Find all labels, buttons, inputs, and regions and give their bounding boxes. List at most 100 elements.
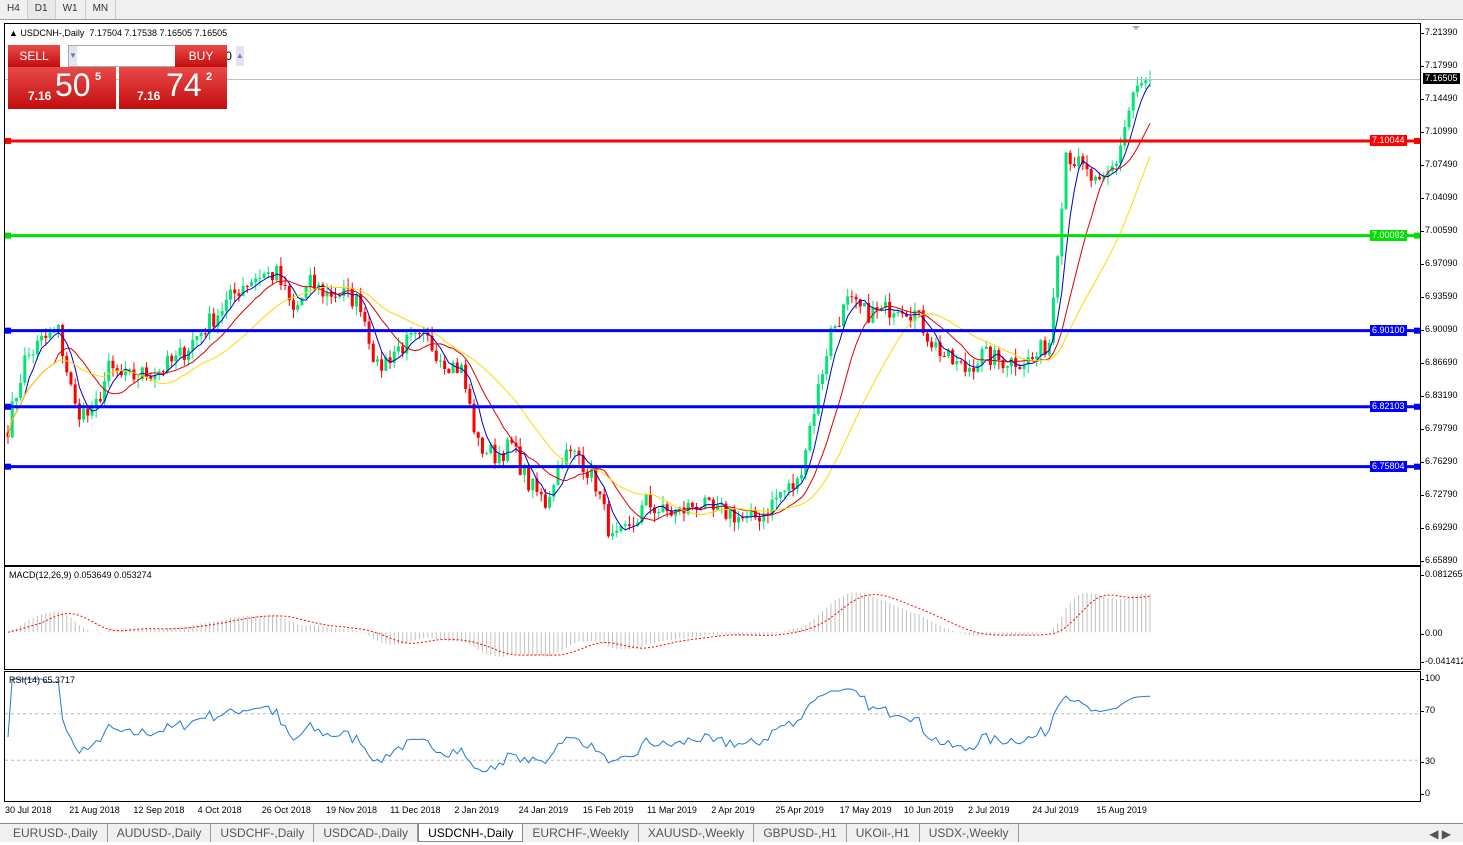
volume-increase-icon[interactable]: ▲ <box>235 46 244 66</box>
candle-body <box>65 356 69 373</box>
candle-body <box>921 310 925 334</box>
candle-body <box>438 360 442 362</box>
candle-body <box>690 502 694 507</box>
candle-body <box>233 289 237 294</box>
level-handle <box>1414 327 1420 334</box>
tab-eurusd-daily[interactable]: EURUSD-,Daily <box>4 824 108 842</box>
candle-body <box>1077 156 1081 166</box>
candle-body <box>333 296 337 298</box>
sell-price[interactable]: 7.16 50 5 <box>8 67 116 109</box>
time-axis-label: 24 Jan 2019 <box>518 805 569 815</box>
tab-usdchf-daily[interactable]: USDCHF-,Daily <box>211 824 315 842</box>
tab-usdcnh-daily[interactable]: USDCNH-,Daily <box>418 824 524 842</box>
level-price-tag[interactable]: 7.00092 <box>1370 229 1407 241</box>
buy-price[interactable]: 7.16 74 2 <box>119 67 227 109</box>
price-chart-canvas <box>5 26 1420 541</box>
candle-body <box>497 453 501 464</box>
candle-body <box>224 299 228 312</box>
timeframe-w1[interactable]: W1 <box>56 0 86 19</box>
candle-body <box>619 525 623 531</box>
rsi-label: RSI(14) 65.3717 <box>9 675 76 685</box>
price-axis-label: 7.10990 <box>1421 126 1458 136</box>
candle-body <box>913 310 917 321</box>
candle-body <box>426 332 430 336</box>
candle-body <box>753 510 757 518</box>
timeframe-d1[interactable]: D1 <box>27 0 56 19</box>
time-axis-label: 21 Aug 2018 <box>69 805 120 815</box>
time-axis-label: 15 Feb 2019 <box>582 805 634 815</box>
candle-body <box>292 300 295 310</box>
buy-button[interactable]: BUY <box>175 45 227 67</box>
candle-body <box>1043 340 1047 355</box>
buy-price-pips: 74 <box>166 67 202 103</box>
candle-body <box>375 359 379 362</box>
candle-body <box>627 524 631 526</box>
tab-audusd-daily[interactable]: AUDUSD-,Daily <box>108 824 212 842</box>
candle-body <box>380 359 384 371</box>
candle-body <box>737 517 741 523</box>
macd-axis-label: -0.041412 <box>1421 656 1463 666</box>
candle-body <box>44 335 48 338</box>
candle-body <box>808 425 812 451</box>
level-price-tag[interactable]: 6.75804 <box>1370 460 1407 472</box>
candle-body <box>1072 164 1076 166</box>
candle-body <box>434 350 438 361</box>
candle-body <box>1131 92 1135 111</box>
tab-gbpusd-h1[interactable]: GBPUSD-,H1 <box>754 824 847 842</box>
candle-body <box>842 304 846 327</box>
price-axis-label: 6.79790 <box>1421 423 1458 433</box>
candle-body <box>174 355 178 362</box>
tab-usdx-weekly[interactable]: USDX-,Weekly <box>920 824 1019 842</box>
candle-body <box>1035 355 1039 359</box>
price-chart[interactable]: ▲ USDCNH-,Daily 7.17504 7.17538 7.16505 … <box>4 23 1421 566</box>
tab-usdcad-daily[interactable]: USDCAD-,Daily <box>314 824 419 842</box>
candle-body <box>329 291 333 297</box>
macd-axis-label: 0.00 <box>1421 628 1443 638</box>
candle-body <box>103 381 107 402</box>
candle-body <box>795 478 799 490</box>
candle-body <box>77 403 81 420</box>
candle-body <box>493 444 497 464</box>
candle-body <box>1140 83 1144 86</box>
candle-body <box>531 478 535 491</box>
macd-panel[interactable]: MACD(12,26,9) 0.053649 0.053274 <box>4 566 1421 670</box>
macd-axis-label: 0.081265 <box>1421 569 1463 579</box>
candle-body <box>216 315 220 327</box>
tab-xauusd-weekly[interactable]: XAUUSD-,Weekly <box>639 824 755 842</box>
level-handle <box>5 137 11 144</box>
candle-body <box>56 324 60 332</box>
level-price-tag[interactable]: 7.10044 <box>1370 134 1407 146</box>
candle-body <box>325 291 329 297</box>
candle-body <box>195 336 199 340</box>
candle-body <box>1022 364 1026 370</box>
level-price-tag[interactable]: 6.82103 <box>1370 400 1407 412</box>
volume-stepper[interactable]: ▼ ▲ <box>68 45 244 67</box>
rsi-panel[interactable]: RSI(14) 65.3717 <box>4 671 1421 802</box>
volume-decrease-icon[interactable]: ▼ <box>69 46 77 66</box>
timeframe-mn[interactable]: MN <box>86 0 117 19</box>
candle-body <box>506 439 510 461</box>
candle-body <box>552 485 556 497</box>
price-axis-label: 6.72790 <box>1421 489 1458 499</box>
timeframe-h4[interactable]: H4 <box>0 0 28 19</box>
candle-body <box>1085 164 1089 170</box>
tab-eurchf-weekly[interactable]: EURCHF-,Weekly <box>523 824 639 842</box>
tab-scroll-arrows-icon[interactable]: ◀ ▶ <box>1429 827 1451 841</box>
candle-body <box>703 497 707 510</box>
candle-body <box>791 483 795 490</box>
tab-ukoil-h1[interactable]: UKOil-,H1 <box>847 824 920 842</box>
candle-body <box>220 311 224 316</box>
level-handle <box>1414 137 1420 144</box>
candle-body <box>283 284 287 286</box>
candle-body <box>892 313 896 318</box>
candle-body <box>94 398 98 409</box>
candle-body <box>464 364 468 389</box>
candle-body <box>720 503 724 505</box>
candle-body <box>6 432 10 438</box>
time-axis-label: 11 Dec 2018 <box>390 805 441 815</box>
candle-body <box>86 408 90 416</box>
sell-button[interactable]: SELL <box>8 45 60 67</box>
rsi-canvas <box>5 678 1420 773</box>
level-price-tag[interactable]: 6.90100 <box>1370 324 1407 336</box>
candle-body <box>959 361 963 363</box>
